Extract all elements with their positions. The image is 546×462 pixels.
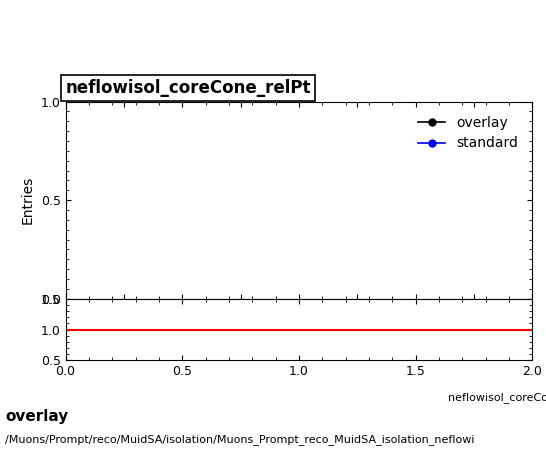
Y-axis label: Entries: Entries <box>21 176 35 225</box>
Text: /Muons/Prompt/reco/MuidSA/isolation/Muons_Prompt_reco_MuidSA_isolation_neflowi: /Muons/Prompt/reco/MuidSA/isolation/Muon… <box>5 434 475 445</box>
Text: neflowisol_coreCone_relPt: neflowisol_coreCone_relPt <box>448 392 546 403</box>
Text: overlay: overlay <box>5 409 69 424</box>
Text: neflowisol_coreCone_relPt: neflowisol_coreCone_relPt <box>66 79 311 97</box>
Legend: overlay, standard: overlay, standard <box>411 109 525 158</box>
